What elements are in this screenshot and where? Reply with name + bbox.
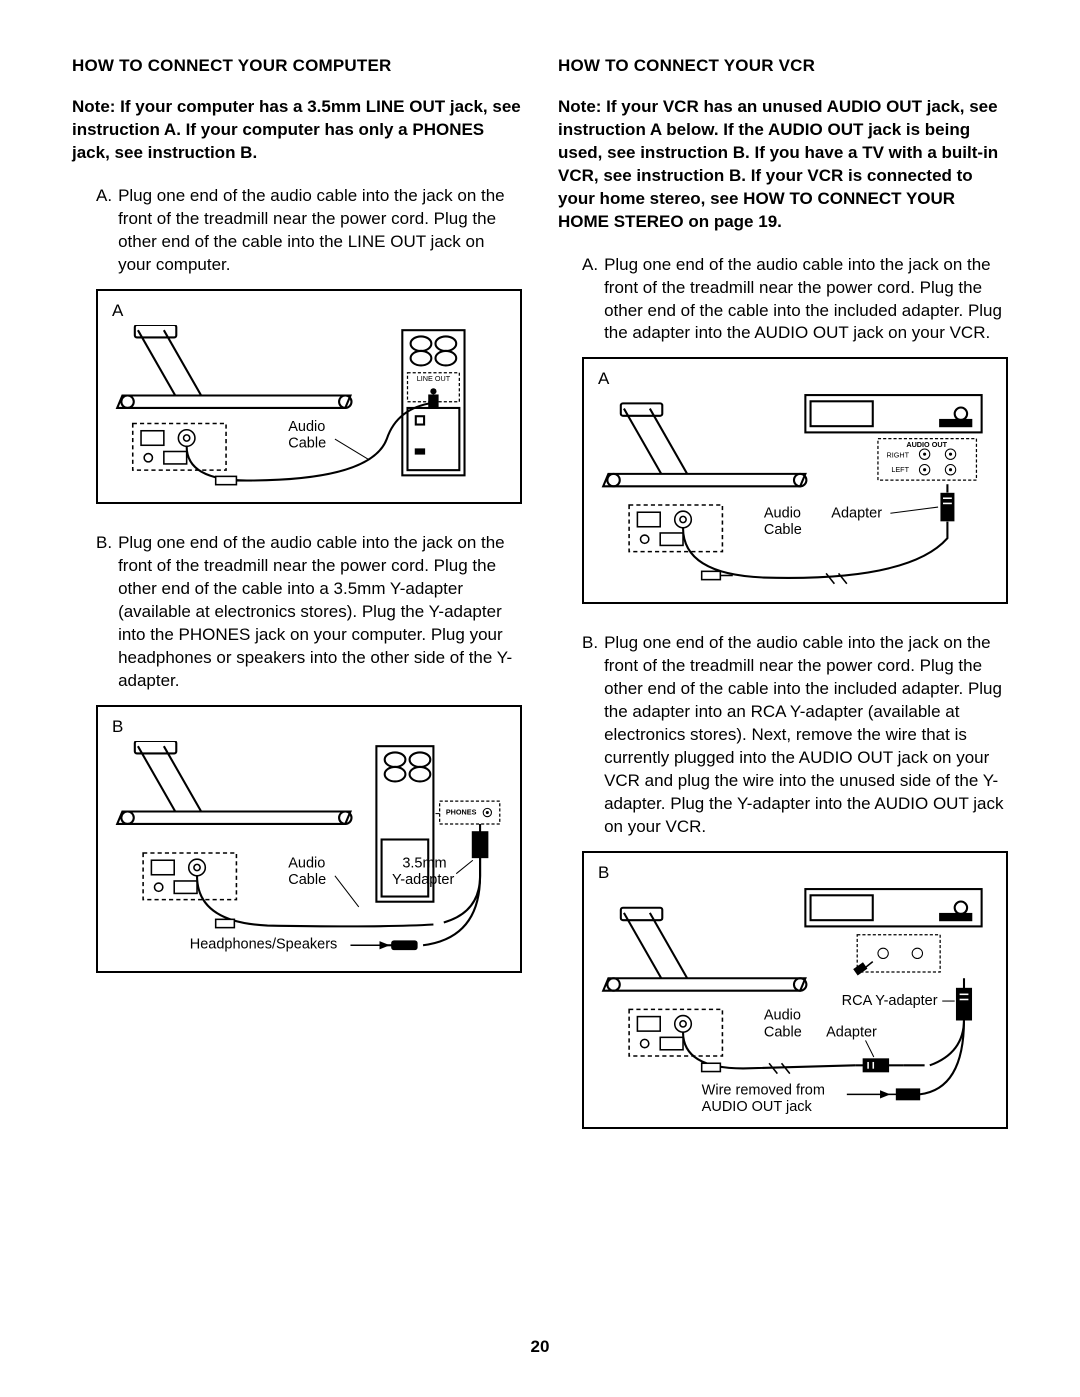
right-note: Note: If your VCR has an unused AUDIO OU… (558, 96, 1008, 234)
rfb-rca: RCA Y-adapter (842, 993, 938, 1009)
right-title: HOW TO CONNECT YOUR VCR (558, 56, 1008, 76)
rfb-audio: Audio (764, 1008, 801, 1024)
fig-b-audio: Audio (288, 856, 325, 872)
right-figure-a-svg: AUDIO OUT RIGHT LEFT (598, 393, 992, 590)
left-figure-b-svg: PHONES (112, 741, 506, 959)
fig-b-yad: Y-adapter (392, 872, 455, 888)
fig-b-cable: Cable (288, 872, 326, 888)
left-column: HOW TO CONNECT YOUR COMPUTER Note: If yo… (72, 56, 522, 1157)
audioout-label: AUDIO OUT (906, 440, 947, 449)
lineout-label: LINE OUT (417, 374, 451, 383)
left-label: LEFT (891, 465, 909, 474)
rfb-cable: Cable (764, 1024, 802, 1040)
left-a-letter: A. (96, 185, 112, 277)
right-column: HOW TO CONNECT YOUR VCR Note: If your VC… (558, 56, 1008, 1157)
right-a-text: Plug one end of the audio cable into the… (604, 254, 1008, 346)
right-figure-a: A AUDIO OUT RIGHT LEFT (582, 357, 1008, 604)
phones-label: PHONES (446, 808, 477, 817)
rfa-cable: Cable (764, 522, 802, 538)
right-item-b: B. Plug one end of the audio cable into … (558, 632, 1008, 838)
right-figure-b: B (582, 851, 1008, 1129)
fig-b-35mm: 3.5mm (402, 856, 446, 872)
right-item-a: A. Plug one end of the audio cable into … (558, 254, 1008, 346)
left-b-letter: B. (96, 532, 112, 693)
left-title: HOW TO CONNECT YOUR COMPUTER (72, 56, 522, 76)
rfa-adapter: Adapter (831, 506, 882, 522)
right-figure-a-label: A (598, 369, 992, 389)
right-b-letter: B. (582, 632, 598, 838)
right-a-letter: A. (582, 254, 598, 346)
fig-b-hp: Headphones/Speakers (190, 936, 338, 952)
fig-a-audio: Audio (288, 418, 325, 434)
rfb-adapter: Adapter (826, 1024, 877, 1040)
right-b-text: Plug one end of the audio cable into the… (604, 632, 1008, 838)
right-figure-b-label: B (598, 863, 992, 883)
left-item-a: A. Plug one end of the audio cable into … (72, 185, 522, 277)
left-figure-b: B (96, 705, 522, 973)
rfb-wire2: AUDIO OUT jack (702, 1099, 813, 1115)
left-b-text: Plug one end of the audio cable into the… (118, 532, 522, 693)
left-item-b: B. Plug one end of the audio cable into … (72, 532, 522, 693)
left-figure-a-label: A (112, 301, 506, 321)
left-figure-b-label: B (112, 717, 506, 737)
rfa-audio: Audio (764, 506, 801, 522)
left-figure-a: A (96, 289, 522, 505)
right-label: RIGHT (886, 451, 909, 460)
fig-a-cable: Cable (288, 435, 326, 451)
left-note: Note: If your computer has a 3.5mm LINE … (72, 96, 522, 165)
left-a-text: Plug one end of the audio cable into the… (118, 185, 522, 277)
page-number: 20 (0, 1337, 1080, 1357)
rfb-wire1: Wire removed from (702, 1082, 825, 1098)
right-figure-b-svg: Audio Cable Adapter RCA Y-adapter Wire r… (598, 887, 992, 1115)
left-figure-a-svg: LINE OUT Audio Cable (112, 325, 506, 491)
